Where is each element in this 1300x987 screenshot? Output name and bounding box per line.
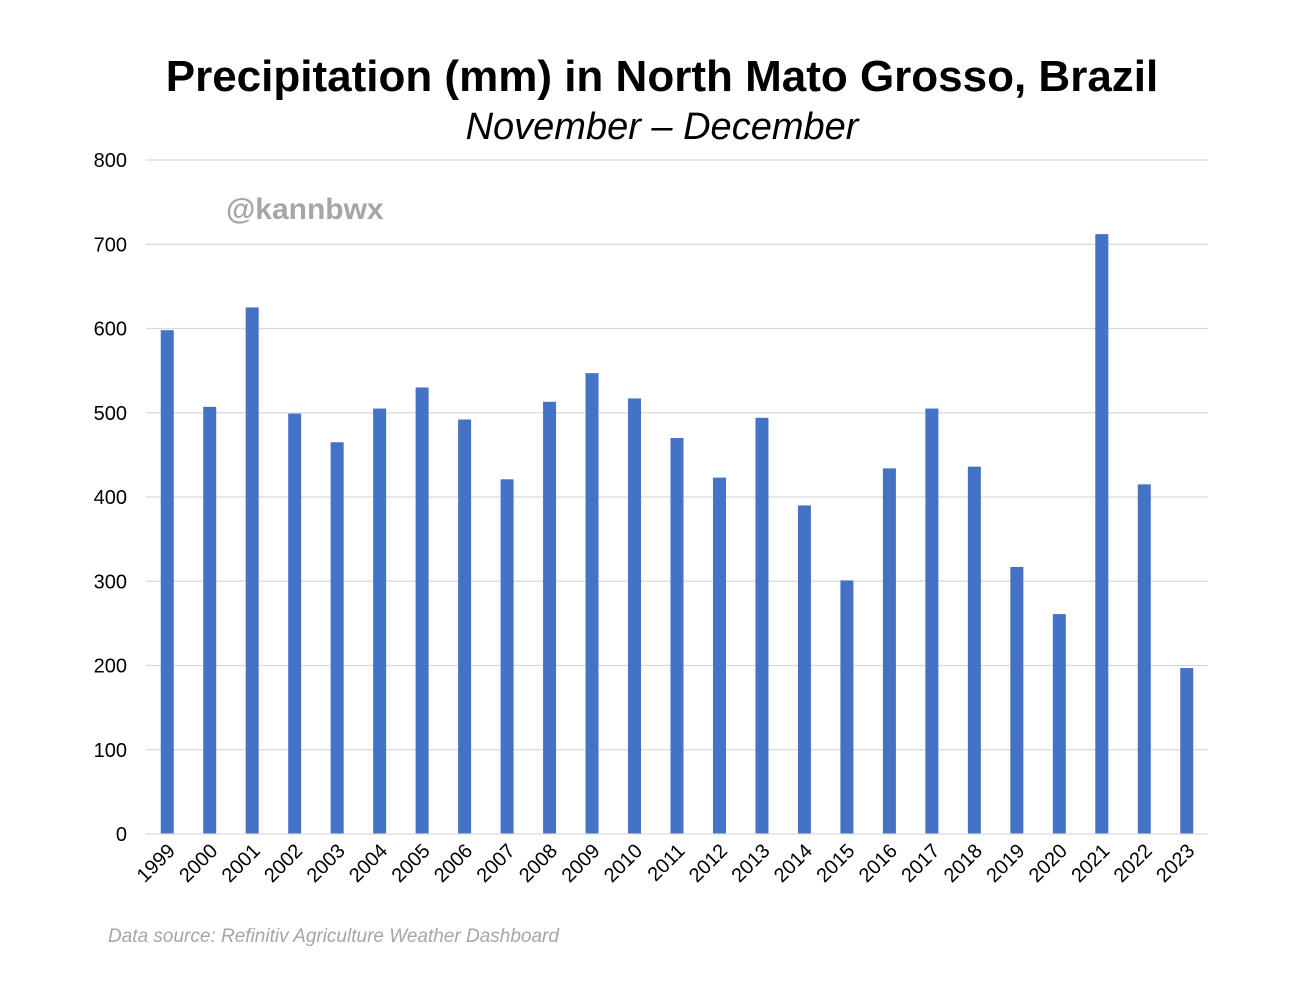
y-tick-label: 800 — [94, 150, 127, 172]
bar-2006 — [458, 419, 472, 834]
bar-2023 — [1180, 668, 1194, 834]
bar-2011 — [670, 438, 684, 834]
bar-2014 — [797, 505, 811, 834]
bar-2017 — [925, 408, 939, 834]
bar-2018 — [967, 466, 981, 834]
x-tick-label: 2005 — [388, 840, 435, 887]
bar-2022 — [1137, 484, 1151, 834]
y-tick-label: 400 — [94, 487, 127, 509]
bar-2019 — [1010, 566, 1024, 834]
chart-subtitle: November – December — [465, 106, 859, 148]
x-tick-label: 2020 — [1025, 840, 1072, 887]
x-tick-label: 2008 — [515, 840, 562, 887]
bar-2003 — [330, 442, 344, 834]
bar-2021 — [1095, 234, 1109, 834]
bar-2002 — [288, 413, 302, 834]
x-tick-label: 2006 — [430, 840, 477, 887]
bar-2000 — [203, 406, 217, 834]
x-tick-label: 2003 — [303, 840, 350, 887]
bar-2004 — [373, 408, 387, 834]
x-tick-label: 2010 — [600, 840, 647, 887]
watermark-handle: @kannbwx — [226, 193, 384, 226]
x-tick-label: 1999 — [133, 840, 180, 887]
x-tick-label: 2007 — [473, 840, 520, 887]
bar-2001 — [245, 307, 259, 834]
x-tick-label: 2012 — [685, 840, 732, 887]
bar-1999 — [160, 330, 174, 834]
x-tick-label: 2019 — [982, 840, 1029, 887]
x-tick-label: 2004 — [345, 840, 392, 887]
y-tick-label: 300 — [94, 571, 127, 593]
bar-2013 — [755, 417, 769, 834]
x-tick-label: 2018 — [940, 840, 987, 887]
bar-2005 — [415, 387, 429, 834]
bar-2009 — [585, 373, 599, 834]
x-tick-label: 2015 — [812, 840, 859, 887]
x-tick-label: 2013 — [727, 840, 774, 887]
y-tick-label: 500 — [94, 403, 127, 425]
x-tick-label: 2017 — [897, 840, 944, 887]
bars — [160, 234, 1194, 834]
x-tick-label: 2002 — [260, 840, 307, 887]
y-tick-label: 200 — [94, 656, 127, 678]
chart-title: Precipitation (mm) in North Mato Grosso,… — [165, 52, 1159, 101]
y-tick-label: 700 — [94, 234, 127, 256]
y-axis-ticks: 0 100 200 300 400 500 600 700 800 — [94, 150, 127, 846]
y-tick-label: 600 — [94, 319, 127, 341]
y-tick-label: 100 — [94, 740, 127, 762]
x-tick-label: 2001 — [218, 840, 265, 887]
x-tick-label: 2014 — [770, 840, 817, 887]
bar-2015 — [840, 580, 854, 834]
bar-2020 — [1052, 614, 1066, 834]
bar-2016 — [882, 468, 896, 834]
bar-2012 — [712, 477, 726, 834]
bar-2007 — [500, 479, 514, 834]
x-tick-label: 2021 — [1067, 840, 1114, 887]
data-source-note: Data source: Refinitiv Agriculture Weath… — [108, 926, 559, 947]
y-tick-label: 0 — [116, 824, 127, 846]
x-axis-ticks: 1999200020012002200320042005200620072008… — [133, 840, 1200, 887]
bar-2008 — [543, 401, 557, 834]
x-tick-label: 2011 — [644, 840, 690, 886]
x-tick-label: 2016 — [855, 840, 902, 887]
x-tick-label: 2022 — [1110, 840, 1157, 887]
x-tick-label: 2009 — [558, 840, 605, 887]
x-tick-label: 2023 — [1152, 840, 1199, 887]
x-tick-label: 2000 — [175, 840, 222, 887]
bar-2010 — [628, 398, 642, 834]
